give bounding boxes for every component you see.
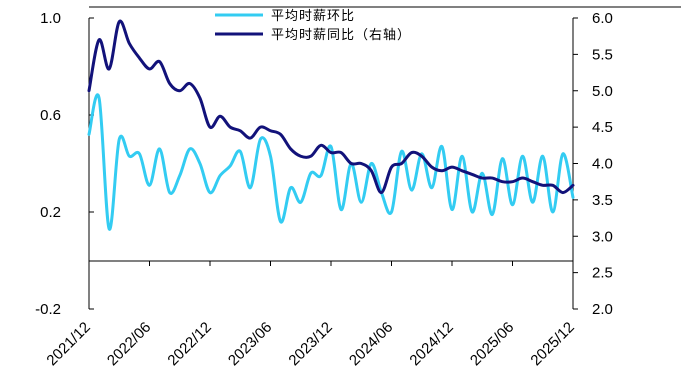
legend: 平均时薪环比 平均时薪同比（右轴） bbox=[215, 9, 411, 43]
series-line-yoy bbox=[87, 19, 575, 195]
series-line-mom bbox=[87, 93, 575, 231]
y-right-tick-label: 3.0 bbox=[592, 228, 613, 245]
y-left-tick-label: 0.6 bbox=[40, 107, 61, 124]
x-tick-label: 2022/06 bbox=[104, 319, 154, 369]
x-tick-label: 2023/06 bbox=[225, 319, 275, 369]
y-right-tick-label: 5.5 bbox=[592, 46, 613, 63]
x-tick-label: 2025/06 bbox=[467, 319, 517, 369]
y-right-tick-label: 4.5 bbox=[592, 119, 613, 136]
y-right-tick-label: 3.5 bbox=[592, 192, 613, 209]
x-tick-label: 2022/12 bbox=[164, 319, 214, 369]
y-left-tick-label: -0.2 bbox=[35, 301, 61, 318]
y-axis-right: 2.0 2.5 3.0 3.5 4.0 4.5 5.0 5.5 6.0 bbox=[573, 10, 613, 318]
y-axis-left: -0.2 0.2 0.6 1.0 bbox=[35, 10, 94, 318]
y-right-tick-label: 2.0 bbox=[592, 301, 613, 318]
x-tick-label: 2021/12 bbox=[43, 319, 93, 369]
x-tick-label: 2024/06 bbox=[346, 319, 396, 369]
series-layer bbox=[87, 19, 575, 231]
y-right-tick-label: 5.0 bbox=[592, 83, 613, 100]
x-axis: 2021/12 2022/06 2022/12 2023/06 2023/12 2024/… bbox=[43, 261, 578, 369]
y-right-tick-label: 4.0 bbox=[592, 156, 613, 173]
x-tick-label: 2025/12 bbox=[527, 319, 577, 369]
y-left-tick-label: 1.0 bbox=[40, 10, 61, 27]
legend-label-mom: 平均时薪环比 bbox=[271, 9, 355, 24]
y-left-tick-label: 0.2 bbox=[40, 204, 61, 221]
y-right-tick-label: 6.0 bbox=[592, 10, 613, 27]
legend-label-yoy: 平均时薪同比（右轴） bbox=[271, 28, 411, 43]
y-right-tick-label: 2.5 bbox=[592, 265, 613, 282]
x-tick-label: 2023/12 bbox=[285, 319, 335, 369]
x-tick-label: 2024/12 bbox=[406, 319, 456, 369]
